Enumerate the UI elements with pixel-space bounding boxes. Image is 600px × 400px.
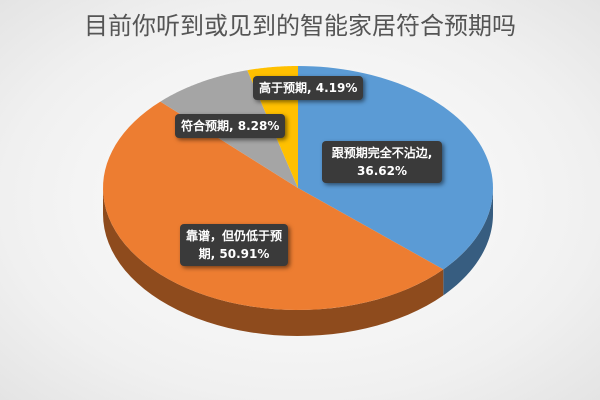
chart-title: 目前你听到或见到的智能家居符合预期吗 [84, 12, 516, 40]
data-label-slice-1: 靠谱，但仍低于预期, 50.91% [180, 224, 288, 266]
data-label-slice-3: 高于预期, 4.19% [253, 76, 364, 100]
data-label-slice-2: 符合预期, 8.28% [175, 114, 286, 138]
pie-side-1 [103, 188, 444, 336]
pie-side-0 [443, 188, 493, 296]
data-label-slice-0: 跟预期完全不沾边, 36.62% [322, 141, 442, 183]
